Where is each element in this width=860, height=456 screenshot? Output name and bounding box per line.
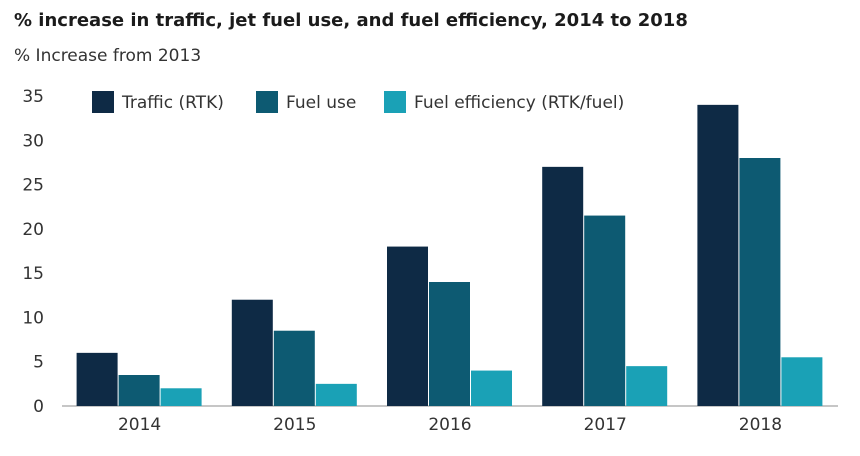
bar-fuel-efficiency-rtk-fuel-2018 [781, 357, 823, 406]
bar-fuel-use-2017 [584, 215, 626, 406]
y-tick-label: 15 [22, 264, 44, 284]
x-tick-label: 2015 [273, 415, 316, 435]
legend-label: Traffic (RTK) [121, 93, 224, 113]
legend-swatch [92, 91, 114, 113]
bar-fuel-use-2014 [118, 375, 160, 406]
legend-label: Fuel efficiency (RTK/fuel) [414, 93, 624, 113]
y-tick-label: 5 [33, 353, 44, 373]
x-tick-label: 2014 [118, 415, 161, 435]
y-tick-label: 30 [22, 131, 44, 151]
chart-title: % increase in traffic, jet fuel use, and… [14, 10, 688, 31]
bar-fuel-efficiency-rtk-fuel-2015 [315, 383, 357, 406]
y-tick-label: 25 [22, 176, 44, 196]
bar-fuel-use-2015 [273, 330, 315, 406]
bar-traffic-rtk-2015 [231, 299, 273, 406]
legend-swatch [384, 91, 406, 113]
y-tick-label: 0 [33, 397, 44, 417]
y-tick-label: 10 [22, 308, 44, 328]
legend-label: Fuel use [286, 93, 356, 113]
y-axis: 0 5 10 15 20 25 30 35 [22, 87, 44, 417]
chart-subtitle: % Increase from 2013 [14, 46, 202, 66]
y-tick-label: 35 [22, 87, 44, 107]
bar-fuel-efficiency-rtk-fuel-2016 [471, 370, 512, 406]
bar-fuel-use-2018 [739, 158, 781, 406]
legend: Traffic (RTK) Fuel use Fuel efficiency (RT… [92, 91, 624, 113]
x-tick-label: 2017 [584, 415, 627, 435]
bar-traffic-rtk-2016 [387, 246, 428, 406]
bar-traffic-rtk-2014 [76, 352, 118, 406]
bar-fuel-efficiency-rtk-fuel-2017 [626, 366, 668, 406]
bar-fuel-use-2016 [429, 282, 470, 406]
bar-fuel-efficiency-rtk-fuel-2014 [160, 388, 202, 406]
x-axis: 2014 2015 2016 2017 2018 [62, 405, 838, 435]
bar-traffic-rtk-2017 [542, 166, 584, 406]
x-tick-label: 2016 [428, 415, 471, 435]
bars [76, 104, 823, 406]
bar-traffic-rtk-2018 [697, 104, 739, 406]
x-tick-label: 2018 [739, 415, 782, 435]
legend-swatch [256, 91, 278, 113]
y-tick-label: 20 [22, 220, 44, 240]
